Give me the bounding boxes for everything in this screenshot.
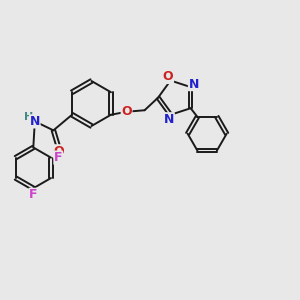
Text: F: F — [54, 151, 62, 164]
Text: O: O — [53, 145, 64, 158]
Text: O: O — [121, 105, 132, 118]
Text: H: H — [24, 112, 33, 122]
Text: N: N — [188, 78, 199, 91]
Text: F: F — [29, 188, 38, 201]
Text: N: N — [164, 113, 174, 126]
Text: O: O — [163, 70, 173, 83]
Text: N: N — [30, 115, 40, 128]
